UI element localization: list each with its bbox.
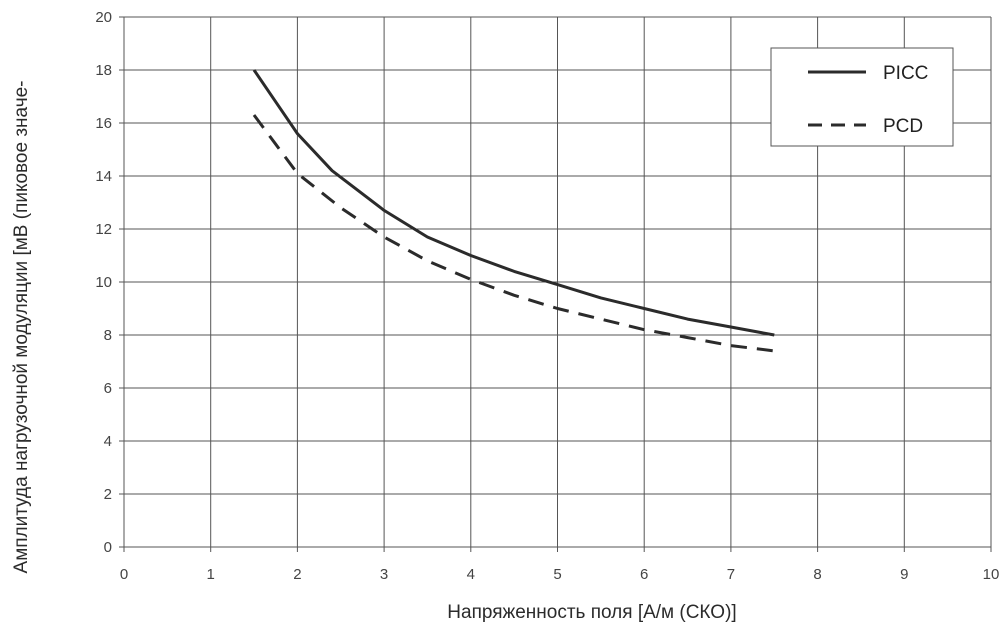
y-tick-label-6: 6: [104, 380, 112, 397]
y-tick-label-20: 20: [95, 9, 112, 26]
y-tick-label-0: 0: [104, 539, 112, 556]
x-tick-labels: 0 1 2 3 4 5 6 7 8 9 10: [120, 566, 1000, 583]
y-tick-label-4: 4: [104, 433, 112, 450]
y-tick-label-10: 10: [95, 274, 112, 291]
y-tick-label-14: 14: [95, 168, 112, 185]
x-tick-label-0: 0: [120, 566, 128, 583]
x-tick-label-2: 2: [293, 566, 301, 583]
y-tick-label-18: 18: [95, 62, 112, 79]
series-lines: [252, 69, 775, 353]
y-axis-title: Амплитуда нагрузочной модуляции [мВ (пик…: [11, 81, 32, 574]
series-line-pcd: [252, 114, 775, 353]
x-tick-label-8: 8: [813, 566, 821, 583]
x-tick-label-7: 7: [727, 566, 735, 583]
x-tick-label-10: 10: [983, 566, 1000, 583]
y-tick-label-16: 16: [95, 115, 112, 132]
x-tick-label-1: 1: [207, 566, 215, 583]
x-tick-label-4: 4: [467, 566, 475, 583]
x-tick-label-5: 5: [553, 566, 561, 583]
x-tick-label-3: 3: [380, 566, 388, 583]
y-tick-label-8: 8: [104, 327, 112, 344]
legend: PICC PCD: [770, 47, 954, 147]
y-tick-label-2: 2: [104, 486, 112, 503]
y-tick-label-12: 12: [95, 221, 112, 238]
x-tick-label-6: 6: [640, 566, 648, 583]
legend-box: [770, 47, 954, 147]
x-tick-label-9: 9: [900, 566, 908, 583]
legend-label-picc: PICC: [883, 63, 928, 84]
legend-label-pcd: PCD: [883, 116, 923, 137]
y-tick-labels: 0 2 4 6 8 10 12 14 16 18 20: [95, 9, 112, 556]
series-line-picc: [252, 69, 775, 337]
x-axis-title: Напряженность поля [А/м (СКО)]: [447, 602, 736, 623]
